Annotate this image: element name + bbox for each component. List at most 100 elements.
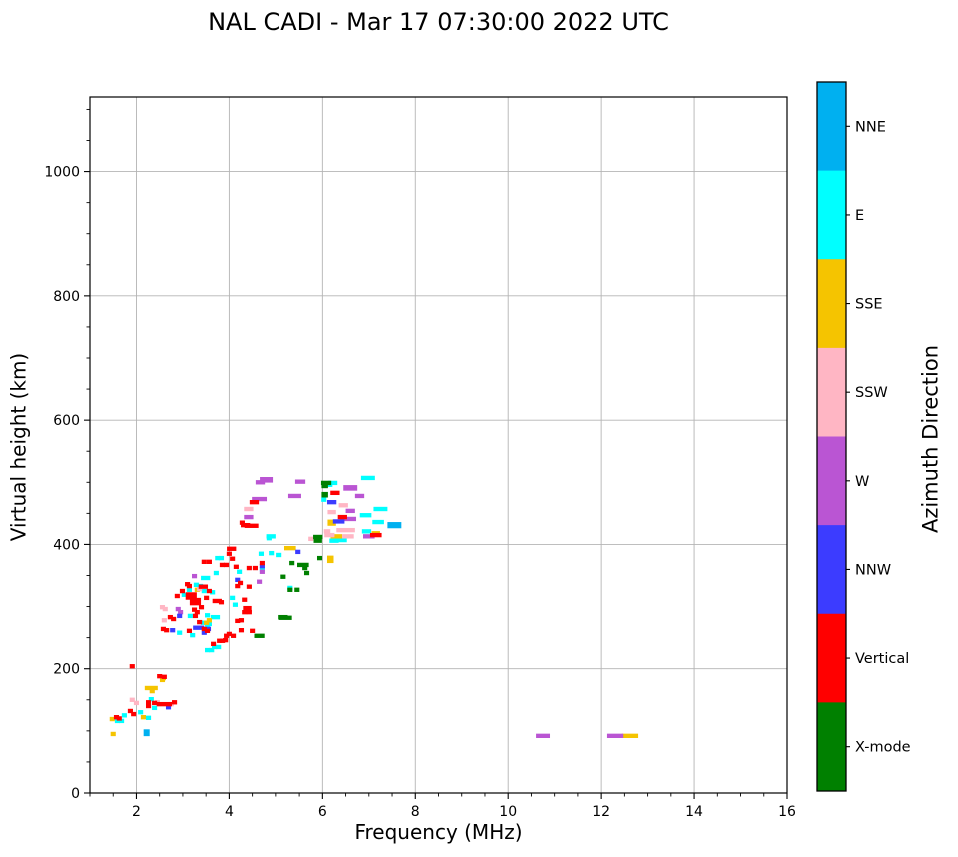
data-point-W [606,733,624,739]
data-point-SSE [140,715,146,720]
data-point-SSW [324,532,335,538]
data-point-W [175,606,181,612]
chart-title: NAL CADI - Mar 17 07:30:00 2022 UTC [208,8,669,36]
data-point-Vertical [330,490,340,496]
data-point-W [287,493,301,499]
data-point-Vertical [250,628,256,633]
data-point-Vertical [113,715,120,720]
data-point-E [210,614,221,620]
data-point-E [361,529,372,534]
data-point-Vertical [191,607,198,612]
data-point-Vertical [129,664,135,669]
data-point-E [209,647,215,653]
data-point-SSW [323,529,331,534]
data-point-Vertical [198,605,205,610]
data-point-SSW [327,509,336,515]
data-point-Vertical [224,562,230,568]
data-point-E [232,602,238,607]
data-point-E [205,623,211,629]
data-point-Vertical [157,673,163,679]
colorbar-label-NNW: NNW [855,562,891,578]
data-point-E [215,555,221,561]
data-point-NNW [332,519,345,524]
data-point-SSE [327,519,336,526]
data-point-W [536,733,551,739]
x-tick-label: 8 [411,804,420,820]
data-point-E [148,696,154,702]
data-point-W [294,479,306,484]
colorbar-label-X-mode: X-mode [855,740,911,756]
colorbar-segment-W [817,436,846,526]
data-point-W [354,493,365,499]
data-point-E [237,569,243,574]
data-point-E [373,506,388,512]
data-point-NNW [165,705,172,710]
colorbar-label-SSE: SSE [855,297,883,313]
data-point-Vertical [156,701,173,707]
data-point-Vertical [204,595,210,601]
data-point-Vertical [238,628,245,633]
data-point-X-mode [321,491,328,498]
data-point-Vertical [186,583,192,589]
data-point-E [359,513,372,518]
data-point-SSW [161,618,167,623]
data-point-Vertical [185,592,197,600]
data-point-E [360,475,375,481]
colorbar-segment-NNW [817,525,846,615]
data-point-Vertical [235,583,241,589]
data-point-W [191,573,198,579]
data-point-Vertical [235,618,241,624]
data-point-NNW [170,628,176,633]
data-point-NNE [387,522,402,529]
y-tick-label: 600 [53,413,80,429]
data-point-Vertical [241,522,251,528]
data-point-NNW [259,564,265,569]
data-point-NNW [177,613,183,619]
y-axis-label: Virtual height (km) [6,352,31,542]
data-point-E [216,644,222,650]
data-point-W [345,508,355,514]
data-point-Vertical [246,584,252,589]
colorbar-label-Vertical: Vertical [855,651,909,667]
data-point-Vertical [116,716,122,721]
data-point-Vertical [205,628,211,633]
data-point-E [190,632,196,638]
data-point-NNW [235,577,241,583]
data-point-SSE [283,545,296,551]
data-point-E [138,710,144,715]
data-point-E [266,534,276,539]
data-point-SSW [244,506,254,512]
data-point-Vertical [192,613,199,619]
data-point-X-mode [280,574,286,579]
data-point-SSE [326,555,334,564]
colorbar-label-E: E [855,208,864,224]
data-point-Vertical [206,588,212,594]
data-point-SSE [109,716,115,722]
data-point-E [114,718,120,724]
data-point-Vertical [226,551,232,556]
data-point-Vertical [226,631,232,637]
data-point-Vertical [171,616,177,622]
data-point-E [276,552,282,558]
data-point-Vertical [197,619,203,625]
data-point-SSE [204,620,210,625]
data-point-E [269,550,275,556]
y-tick-label: 0 [71,786,80,802]
data-point-SSE [144,685,158,691]
data-point-E [210,590,216,595]
colorbar-label-SSW: SSW [855,385,888,401]
data-point-Vertical [218,600,225,605]
data-point-SSE [110,731,116,737]
data-point-E [211,644,218,650]
x-tick-label: 4 [225,804,234,820]
x-tick-label: 16 [778,804,796,820]
data-point-E [205,613,211,618]
data-point-Vertical [201,559,207,565]
data-point-E [258,551,265,556]
data-point-SSE [330,534,343,539]
colorbar-segment-Vertical [817,613,846,703]
data-point-Vertical [161,674,167,679]
data-point-Vertical [223,637,229,643]
